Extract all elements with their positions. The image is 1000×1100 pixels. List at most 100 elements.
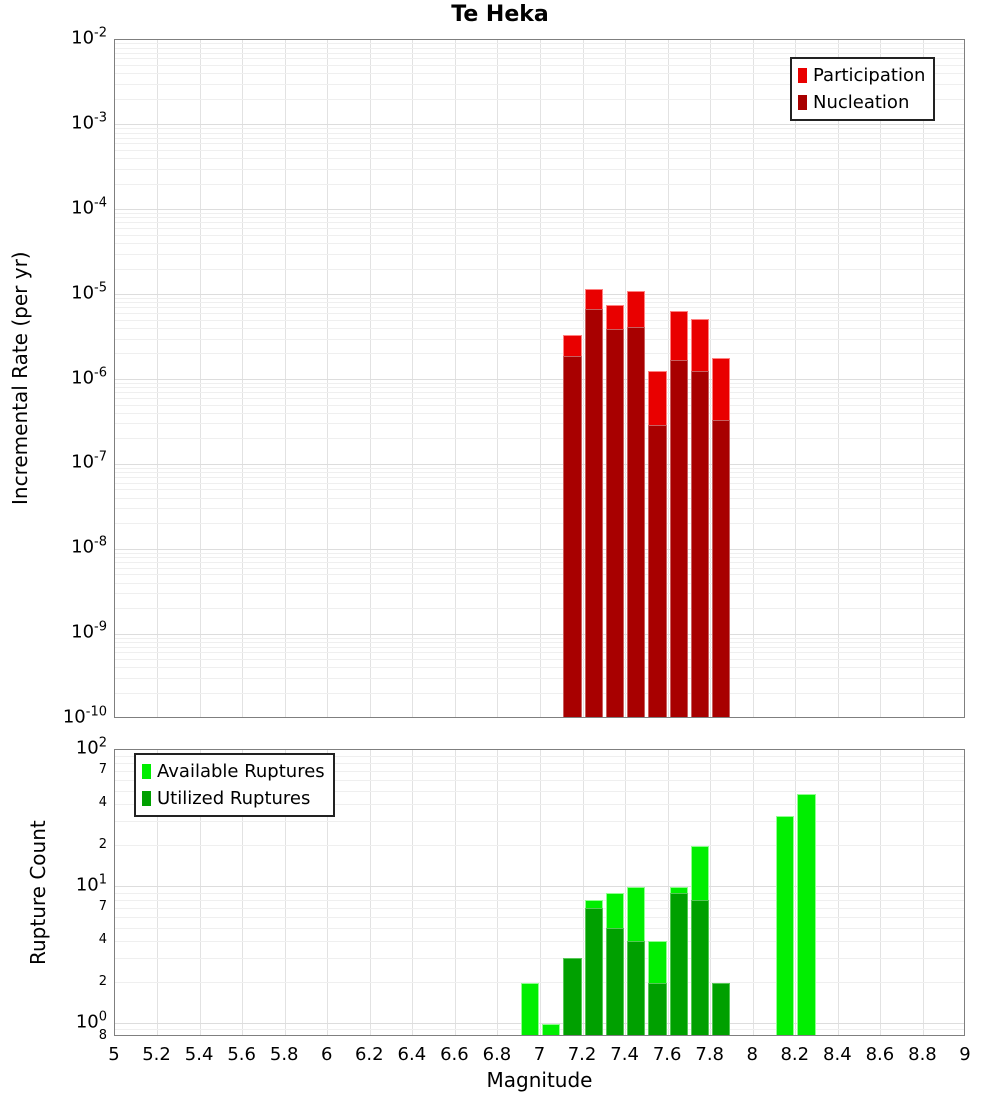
x-tick-label: 6.4 bbox=[397, 1044, 427, 1065]
x-tick-label: 7.6 bbox=[652, 1044, 682, 1065]
horizontal-gridline bbox=[115, 567, 964, 569]
y-tick-label: 10-3 bbox=[71, 110, 107, 134]
horizontal-gridline bbox=[115, 65, 964, 67]
x-tick-label: 8.8 bbox=[908, 1044, 937, 1065]
legend-label-available: Available Ruptures bbox=[157, 761, 325, 782]
legend-entry-nucleation: Nucleation bbox=[798, 89, 925, 116]
y-tick-label: 10-4 bbox=[71, 195, 107, 219]
horizontal-gridline bbox=[115, 755, 964, 757]
legend-label-nucleation: Nucleation bbox=[813, 92, 910, 113]
vertical-gridline bbox=[710, 750, 712, 1035]
horizontal-gridline bbox=[115, 43, 964, 45]
horizontal-gridline bbox=[115, 593, 964, 595]
vertical-gridline bbox=[284, 40, 286, 717]
vertical-gridline bbox=[369, 40, 371, 717]
incremental-rate-plot: 10-2 10-3 10-4 10-5 10-6 10-7 10-8 10-9 10-10 bbox=[63, 26, 965, 727]
vertical-gridline bbox=[795, 40, 797, 717]
horizontal-gridline bbox=[115, 298, 964, 299]
horizontal-gridline bbox=[115, 209, 964, 211]
horizontal-gridline bbox=[115, 678, 964, 679]
horizontal-gridline bbox=[115, 213, 964, 215]
vertical-gridline bbox=[837, 40, 839, 717]
horizontal-gridline bbox=[115, 561, 964, 563]
vertical-gridline bbox=[497, 40, 499, 717]
horizontal-gridline bbox=[115, 228, 964, 230]
horizontal-gridline bbox=[115, 307, 964, 309]
x-tick-label: 7.8 bbox=[695, 1044, 725, 1065]
horizontal-gridline bbox=[115, 477, 964, 479]
x-tick-label: 6.2 bbox=[354, 1044, 384, 1065]
x-tick-label: 7 bbox=[533, 1044, 546, 1065]
horizontal-gridline bbox=[115, 128, 964, 130]
horizontal-gridline bbox=[115, 98, 964, 100]
horizontal-gridline bbox=[115, 821, 964, 823]
x-tick-label: 5.6 bbox=[227, 1044, 256, 1065]
horizontal-gridline bbox=[115, 916, 964, 918]
vertical-gridline bbox=[922, 40, 924, 717]
bar-nucleation-m7.45 bbox=[627, 326, 646, 717]
horizontal-gridline bbox=[115, 762, 964, 764]
horizontal-gridline bbox=[115, 302, 964, 304]
horizontal-gridline bbox=[115, 158, 964, 160]
y-minor-tick-label: 7 bbox=[98, 898, 107, 914]
horizontal-gridline bbox=[115, 641, 964, 643]
vertical-gridline bbox=[497, 750, 499, 1035]
x-tick-label: 7.4 bbox=[610, 1044, 639, 1065]
vertical-gridline bbox=[625, 750, 627, 1035]
horizontal-gridline bbox=[115, 379, 964, 380]
horizontal-gridline bbox=[115, 667, 964, 669]
vertical-gridline bbox=[667, 750, 669, 1035]
horizontal-gridline bbox=[115, 143, 964, 145]
horizontal-gridline bbox=[115, 886, 964, 888]
horizontal-gridline bbox=[115, 183, 964, 185]
horizontal-gridline bbox=[115, 404, 964, 406]
vertical-gridline bbox=[242, 750, 244, 1035]
rupture-legend: Available Ruptures Utilized Ruptures bbox=[134, 753, 335, 817]
y-tick-label: 10-9 bbox=[71, 619, 107, 643]
y-tick-label: 10-2 bbox=[71, 25, 107, 49]
vertical-gridline bbox=[369, 750, 371, 1035]
horizontal-gridline bbox=[115, 659, 964, 661]
vertical-gridline bbox=[284, 750, 286, 1035]
horizontal-gridline bbox=[115, 438, 964, 440]
x-tick-label: 8.4 bbox=[823, 1044, 852, 1065]
y-minor-tick-label: 2 bbox=[98, 973, 107, 989]
y-tick-label: 10-8 bbox=[71, 534, 107, 558]
legend-entry-utilized: Utilized Ruptures bbox=[142, 785, 325, 812]
vertical-gridline bbox=[625, 40, 627, 717]
vertical-gridline bbox=[242, 40, 244, 717]
bar-nucleation-m7.65 bbox=[669, 359, 688, 717]
horizontal-gridline bbox=[115, 397, 964, 399]
vertical-gridline bbox=[667, 40, 669, 717]
horizontal-gridline bbox=[115, 523, 964, 525]
horizontal-gridline bbox=[115, 1029, 964, 1031]
horizontal-gridline bbox=[115, 149, 964, 151]
horizontal-gridline bbox=[115, 382, 964, 384]
y-tick-label: 10-6 bbox=[71, 364, 107, 388]
horizontal-gridline bbox=[115, 489, 964, 491]
horizontal-gridline bbox=[115, 467, 964, 469]
horizontal-gridline bbox=[115, 387, 964, 389]
vertical-gridline bbox=[582, 40, 584, 717]
vertical-gridline bbox=[922, 750, 924, 1035]
vertical-gridline bbox=[752, 40, 754, 717]
horizontal-gridline bbox=[115, 222, 964, 224]
bar-nucleation-m7.55 bbox=[648, 425, 667, 717]
x-tick-label: 8 bbox=[746, 1044, 758, 1065]
vertical-gridline bbox=[412, 40, 414, 717]
y-minor-tick-label: 4 bbox=[98, 795, 107, 811]
x-tick-label: 8.6 bbox=[865, 1044, 895, 1065]
horizontal-gridline bbox=[115, 58, 964, 60]
y-tick-label: 101 bbox=[75, 872, 107, 896]
horizontal-gridline bbox=[115, 770, 964, 772]
bar-nucleation-m7.25 bbox=[584, 309, 603, 717]
vertical-gridline bbox=[327, 750, 329, 1035]
x-tick-label: 8.2 bbox=[780, 1044, 810, 1065]
horizontal-gridline bbox=[115, 646, 964, 648]
y-tick-label: 10-5 bbox=[71, 280, 107, 304]
incremental-rate-plot-area bbox=[114, 39, 965, 718]
horizontal-gridline bbox=[115, 52, 964, 54]
horizontal-gridline bbox=[115, 423, 964, 425]
horizontal-gridline bbox=[115, 548, 964, 550]
horizontal-gridline bbox=[115, 463, 964, 465]
